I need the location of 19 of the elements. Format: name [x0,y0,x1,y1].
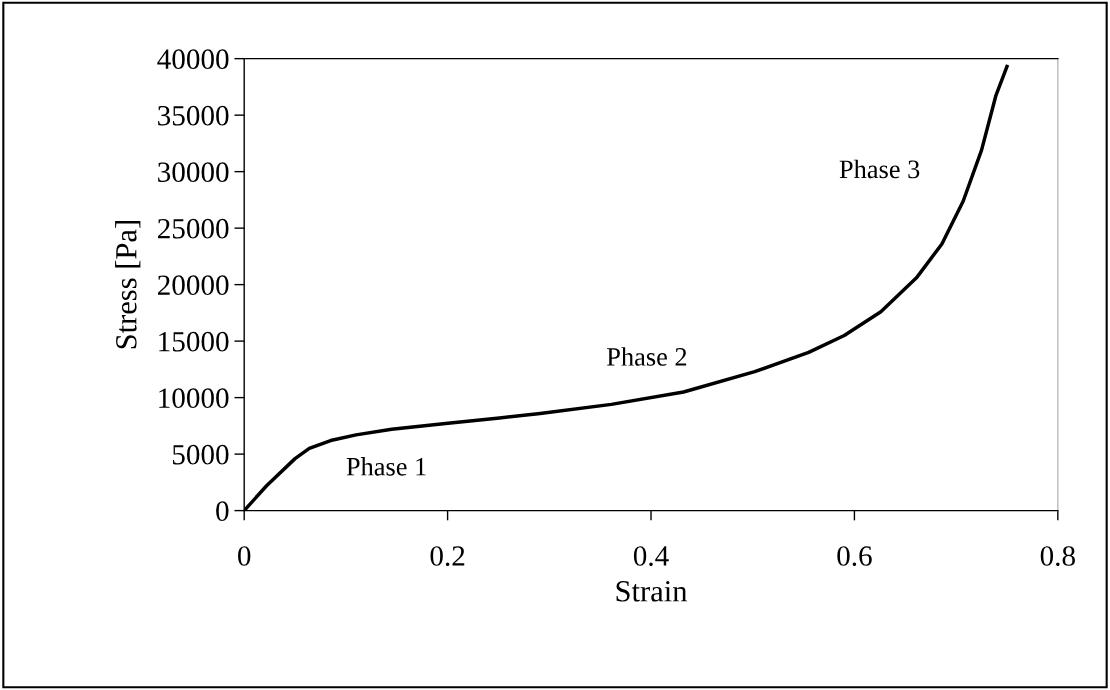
y-tick-label: 35000 [158,105,229,126]
x-tick-label: 0.8 [1040,546,1075,566]
annotation: Phase 2 [607,347,687,366]
y-tick-label: 0 [216,501,229,522]
x-axis-title: Strain [616,581,688,602]
y-tick-label: 15000 [159,331,229,352]
x-tick-label: 0 [238,546,251,566]
x-tick-label: 0.2 [430,546,465,566]
annotation: Phase 3 [839,159,920,179]
y-tick-label: 5000 [172,444,229,465]
x-tick-label: 0.4 [633,546,669,566]
y-axis-title: Stress [Pa] [115,221,141,349]
y-tick-label: 10000 [159,388,229,409]
y-tick-label: 25000 [157,218,229,239]
y-tick-label: 40000 [157,49,229,70]
y-tick-label: 30000 [158,162,229,183]
annotation: Phase 1 [346,457,426,476]
x-tick-label: 0.6 [837,546,872,566]
y-tick-label: 20000 [157,275,229,296]
